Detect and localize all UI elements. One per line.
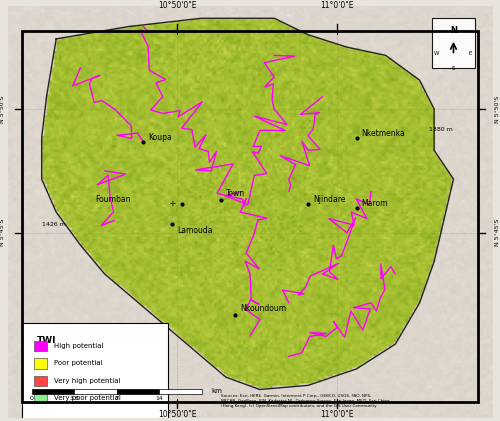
Text: km: km — [211, 388, 222, 394]
Text: Poor potential: Poor potential — [54, 360, 102, 367]
Bar — [34, 376, 46, 386]
FancyBboxPatch shape — [22, 323, 168, 421]
Text: 0: 0 — [30, 396, 34, 401]
Text: Koupa: Koupa — [148, 133, 172, 142]
Text: TWI: TWI — [37, 336, 56, 345]
Text: Marom: Marom — [362, 199, 388, 208]
Text: 11°0'0"E: 11°0'0"E — [320, 1, 354, 11]
Bar — [432, 18, 476, 68]
Text: Foumban: Foumban — [95, 195, 130, 204]
Text: Nkoundoum: Nkoundoum — [240, 304, 286, 313]
Text: Nketmenka: Nketmenka — [362, 129, 405, 138]
Text: 3.5: 3.5 — [70, 396, 80, 401]
Text: S: S — [452, 66, 455, 71]
Bar — [34, 341, 46, 352]
Bar — [34, 393, 46, 403]
Bar — [32, 389, 74, 394]
Text: Very high potential: Very high potential — [54, 378, 120, 384]
Text: N 5°50'S: N 5°50'S — [0, 96, 5, 123]
Text: N 5°45'S: N 5°45'S — [0, 219, 5, 246]
Text: Sources: Esri, HERE, Garmin, Interment P Corp., GEBCO, USGS, FAO, NPS,
NRCAN, Ge: Sources: Esri, HERE, Garmin, Interment P… — [221, 394, 390, 408]
Text: Very poor potential: Very poor potential — [54, 395, 120, 401]
Text: W: W — [434, 51, 439, 56]
Text: Town: Town — [226, 189, 245, 197]
Text: 7: 7 — [115, 396, 119, 401]
Text: 1426 m: 1426 m — [42, 222, 66, 227]
Text: N 5°45'S: N 5°45'S — [494, 219, 500, 246]
Text: N: N — [450, 26, 457, 35]
Text: Lamouda: Lamouda — [178, 226, 213, 235]
Bar — [74, 389, 117, 394]
Text: 10°50'0"E: 10°50'0"E — [158, 410, 196, 419]
Text: 10°50'0"E: 10°50'0"E — [158, 1, 196, 11]
Bar — [117, 389, 159, 394]
Text: N 5°50'S: N 5°50'S — [494, 96, 500, 123]
Text: 14: 14 — [155, 396, 163, 401]
Text: ✛: ✛ — [170, 201, 175, 207]
Text: E: E — [468, 51, 471, 56]
Text: High potential: High potential — [54, 343, 104, 349]
Text: 1380 m: 1380 m — [430, 127, 453, 132]
Text: Njindare: Njindare — [313, 195, 346, 204]
Text: 11°0'0"E: 11°0'0"E — [320, 410, 354, 419]
Bar — [159, 389, 202, 394]
Bar — [34, 358, 46, 369]
